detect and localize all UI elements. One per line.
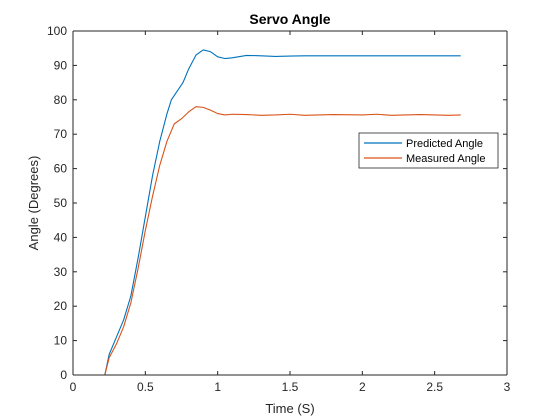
y-tick-label: 80	[54, 93, 68, 107]
x-tick-label: 1	[214, 380, 221, 394]
y-tick-label: 0	[60, 368, 67, 382]
y-tick-label: 10	[54, 334, 68, 348]
y-tick-label: 100	[47, 24, 67, 38]
plot-area	[73, 31, 507, 375]
y-ticks: 0 10 20 30 40 50 60 70 80 90 100	[47, 24, 507, 382]
x-ticks: 0 0.5 1 1.5 2 2.5 3	[70, 31, 511, 394]
y-tick-label: 60	[54, 162, 68, 176]
y-axis-label: Angle (Degrees)	[26, 156, 41, 251]
legend: Predicted Angle Measured Angle	[358, 132, 499, 169]
x-axis-label: Time (S)	[265, 401, 314, 416]
y-tick-label: 30	[54, 265, 68, 279]
x-tick-label: 0	[70, 380, 77, 394]
series-line-predicted	[73, 49, 461, 376]
y-tick-label: 70	[54, 127, 68, 141]
y-tick-label: 20	[54, 299, 68, 313]
x-tick-label: 0.5	[137, 380, 154, 394]
series-line-measured	[73, 106, 461, 376]
chart-title: Servo Angle	[249, 11, 330, 27]
y-tick-label: 90	[54, 58, 68, 72]
x-tick-label: 2	[359, 380, 366, 394]
x-tick-label: 1.5	[282, 380, 299, 394]
y-tick-label: 40	[54, 230, 68, 244]
series-layer	[73, 49, 461, 376]
x-tick-label: 3	[504, 380, 511, 394]
y-tick-label: 50	[54, 196, 68, 210]
legend-label-measured: Measured Angle	[406, 153, 486, 165]
x-tick-label: 2.5	[426, 380, 443, 394]
legend-box	[358, 132, 499, 169]
legend-label-predicted: Predicted Angle	[406, 138, 483, 150]
